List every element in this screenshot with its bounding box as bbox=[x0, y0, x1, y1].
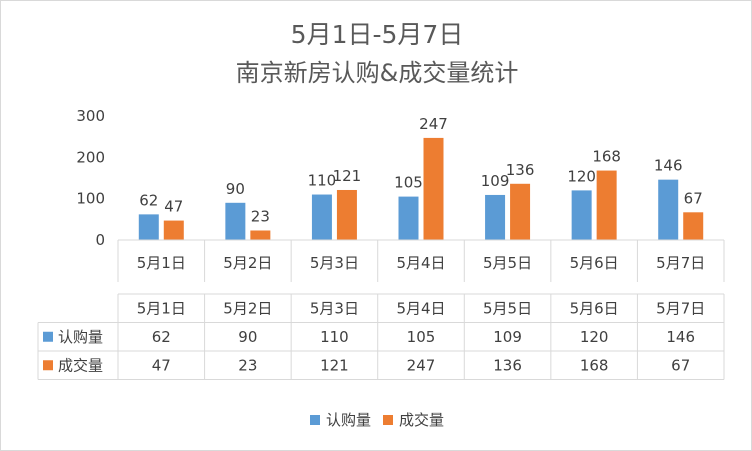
table-header-cell: 5月5日 bbox=[483, 299, 532, 317]
data-label: 136 bbox=[506, 161, 535, 179]
legend-label: 成交量 bbox=[399, 411, 445, 429]
x-tick-label: 5月4日 bbox=[396, 254, 445, 272]
table-cell: 136 bbox=[493, 356, 522, 374]
y-tick-label: 0 bbox=[95, 231, 105, 249]
table-header-cell: 5月4日 bbox=[396, 299, 445, 317]
data-label: 62 bbox=[139, 191, 158, 209]
data-label: 67 bbox=[684, 189, 703, 207]
bar-subscription bbox=[138, 214, 159, 240]
table-cell: 146 bbox=[666, 328, 695, 346]
table-cell: 105 bbox=[407, 328, 436, 346]
data-label: 47 bbox=[164, 198, 183, 216]
table-cell: 121 bbox=[320, 356, 349, 374]
bar-transaction bbox=[336, 189, 357, 240]
x-tick-label: 5月5日 bbox=[483, 254, 532, 272]
legend-item: 认购量 bbox=[309, 409, 371, 430]
bar-transaction bbox=[510, 183, 531, 240]
bar-transaction bbox=[683, 212, 704, 240]
bar-transaction bbox=[596, 170, 617, 240]
table-row-swatch bbox=[43, 360, 53, 371]
table-cell: 247 bbox=[407, 356, 436, 374]
data-label: 110 bbox=[308, 172, 337, 190]
chart-title-line-2: 南京新房认购&成交量统计 bbox=[235, 59, 519, 87]
legend-item: 成交量 bbox=[383, 409, 444, 430]
x-tick-label: 5月1日 bbox=[137, 254, 186, 272]
table-header-cell: 5月6日 bbox=[570, 299, 619, 317]
table-cell: 109 bbox=[493, 328, 522, 346]
table-cell: 120 bbox=[580, 328, 609, 346]
table-row-label: 成交量 bbox=[58, 356, 103, 374]
bar-subscription bbox=[225, 202, 246, 240]
x-tick-label: 5月6日 bbox=[570, 254, 619, 272]
table-cell: 62 bbox=[152, 328, 171, 346]
chart-title-line-1: 5月1日-5月7日 bbox=[290, 20, 464, 49]
chart-legend: 认购量 成交量 bbox=[1, 409, 752, 430]
y-tick-label: 300 bbox=[76, 107, 105, 125]
bar-subscription bbox=[485, 194, 506, 240]
bar-subscription bbox=[311, 194, 332, 240]
x-tick-label: 5月2日 bbox=[223, 254, 272, 272]
table-header-cell: 5月3日 bbox=[310, 299, 359, 317]
table-row-swatch bbox=[43, 331, 53, 342]
table-header-cell: 5月1日 bbox=[137, 299, 186, 317]
data-label: 247 bbox=[419, 115, 448, 133]
y-tick-label: 200 bbox=[76, 148, 105, 166]
legend-label: 认购量 bbox=[325, 411, 371, 429]
data-label: 168 bbox=[592, 148, 621, 166]
table-header-cell: 5月2日 bbox=[223, 299, 272, 317]
data-label: 90 bbox=[226, 180, 245, 198]
bar-subscription bbox=[398, 196, 419, 240]
table-row-label: 认购量 bbox=[58, 328, 103, 346]
data-label: 120 bbox=[567, 167, 596, 185]
table-cell: 23 bbox=[238, 356, 257, 374]
legend-swatch bbox=[309, 414, 320, 425]
x-tick-label: 5月3日 bbox=[310, 254, 359, 272]
data-label: 146 bbox=[654, 157, 683, 175]
bar-transaction bbox=[423, 137, 444, 240]
bar-transaction bbox=[163, 220, 184, 240]
x-tick-label: 5月7日 bbox=[656, 254, 705, 272]
data-label: 121 bbox=[333, 167, 362, 185]
table-cell: 90 bbox=[238, 328, 257, 346]
table-header-cell: 5月7日 bbox=[656, 299, 705, 317]
bar-subscription bbox=[658, 179, 679, 240]
table-cell: 47 bbox=[152, 356, 171, 374]
table-cell: 67 bbox=[671, 356, 690, 374]
table-cell: 168 bbox=[580, 356, 609, 374]
data-label: 109 bbox=[481, 172, 510, 190]
table-cell: 110 bbox=[320, 328, 349, 346]
bar-transaction bbox=[250, 230, 271, 240]
legend-swatch bbox=[383, 414, 393, 425]
y-tick-label: 100 bbox=[76, 190, 105, 208]
data-label: 23 bbox=[251, 207, 270, 225]
data-label: 105 bbox=[394, 174, 423, 192]
bar-subscription bbox=[571, 190, 592, 240]
